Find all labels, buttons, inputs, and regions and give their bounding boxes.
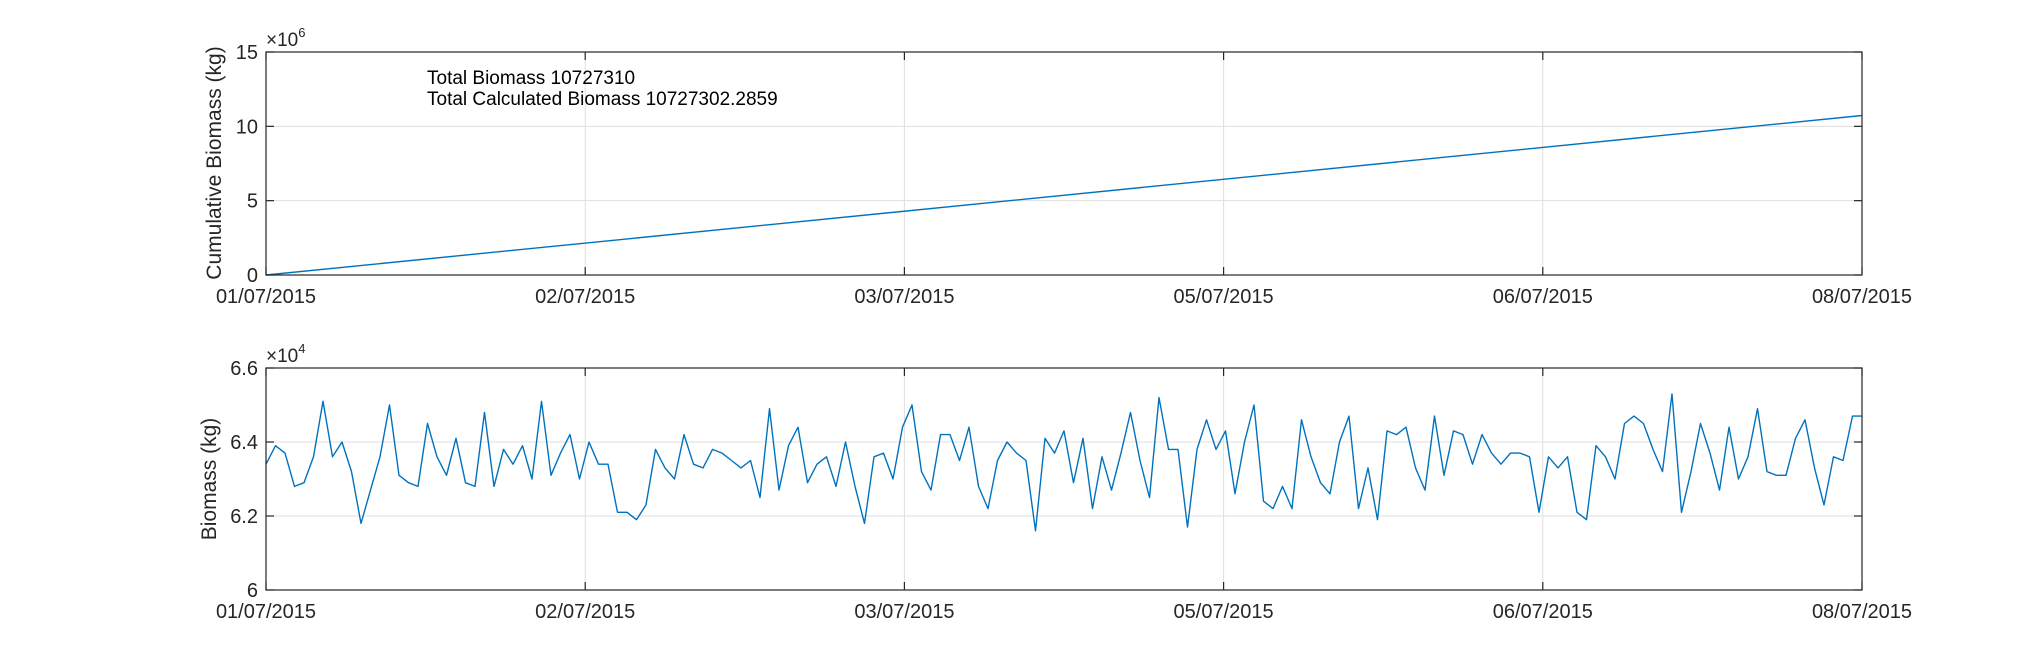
series-line xyxy=(265,393,1862,532)
x-tick-label: 03/07/2015 xyxy=(854,601,954,623)
grid-lines xyxy=(266,368,1862,590)
y-tick-labels: 0 5 10 15 xyxy=(236,42,258,287)
x-tick-label: 01/07/2015 xyxy=(216,286,316,308)
grid-lines xyxy=(266,52,1862,275)
x-tick-label: 02/07/2015 xyxy=(535,286,635,308)
x-tick-label: 06/07/2015 xyxy=(1493,286,1593,308)
tick-marks xyxy=(265,367,1863,591)
x-tick-labels: 01/07/2015 02/07/2015 03/07/2015 05/07/2015… xyxy=(216,286,1912,308)
cumulative-biomass-panel: 0 5 10 15 01/07/2015 02/07/2015 03/07/2015 05/… xyxy=(203,25,1912,308)
series-layer xyxy=(265,114,1863,276)
series-layer xyxy=(265,393,1862,532)
y-tick-label: 5 xyxy=(247,191,258,213)
biomass-panel: 6 6.2 6.4 6.6 01/07/2015 02/07/2015 03/07/201… xyxy=(198,341,1912,623)
x-tick-label: 05/07/2015 xyxy=(1174,286,1274,308)
y-tick-label: 6 xyxy=(247,580,258,602)
x-tick-label: 05/07/2015 xyxy=(1174,601,1274,623)
x-tick-label: 08/07/2015 xyxy=(1812,286,1912,308)
tick-marks xyxy=(265,51,1863,276)
annotation-total-calculated-biomass: Total Calculated Biomass 10727302.2859 xyxy=(427,89,778,110)
y-exponent-label: ×104 xyxy=(266,341,305,367)
y-tick-label: 0 xyxy=(247,265,258,287)
plot-background xyxy=(266,368,1862,590)
x-tick-labels: 01/07/2015 02/07/2015 03/07/2015 05/07/2015… xyxy=(216,601,1912,623)
x-tick-label: 08/07/2015 xyxy=(1812,601,1912,623)
y-tick-labels: 6 6.2 6.4 6.6 xyxy=(230,358,258,602)
plot-background xyxy=(266,52,1862,275)
x-tick-label: 01/07/2015 xyxy=(216,601,316,623)
y-exponent-label: ×106 xyxy=(266,25,305,51)
x-tick-label: 02/07/2015 xyxy=(535,601,635,623)
x-tick-label: 03/07/2015 xyxy=(854,286,954,308)
y-tick-label: 15 xyxy=(236,42,258,64)
y-axis-title: Biomass (kg) xyxy=(198,418,221,541)
x-tick-label: 06/07/2015 xyxy=(1493,601,1593,623)
plot-frame xyxy=(265,51,1863,276)
annotation-total-biomass: Total Biomass 10727310 xyxy=(427,68,635,89)
plot-frame xyxy=(265,367,1863,591)
y-tick-label: 6.4 xyxy=(230,432,258,454)
y-axis-title: Cumulative Biomass (kg) xyxy=(203,46,226,279)
y-tick-label: 6.2 xyxy=(230,506,258,528)
series-line xyxy=(265,114,1863,276)
y-tick-label: 6.6 xyxy=(230,358,258,380)
y-tick-label: 10 xyxy=(236,116,258,138)
